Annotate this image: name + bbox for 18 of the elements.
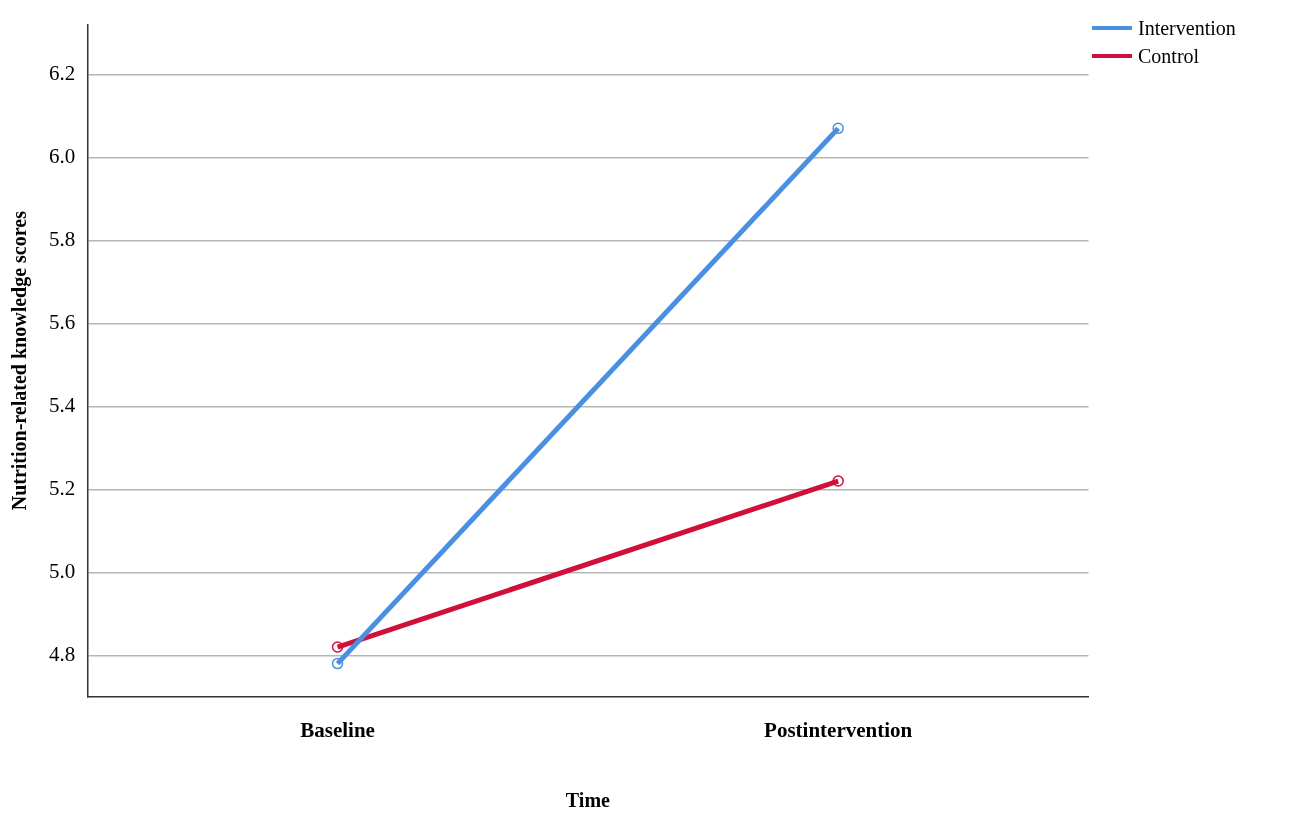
point bbox=[832, 122, 844, 135]
legend-label: Control bbox=[1138, 44, 1200, 68]
point bbox=[832, 475, 844, 487]
legend-label: Intervention bbox=[1138, 16, 1236, 40]
y-axis-title: Nutrition-related knowledge scores bbox=[8, 210, 32, 511]
y-tick-label: 6.0 bbox=[49, 143, 76, 168]
y-tick-label: 5.0 bbox=[49, 558, 76, 583]
y-tick-label: 4.8 bbox=[49, 641, 76, 666]
y-tick-label: 5.8 bbox=[49, 226, 76, 251]
y-tick-label: 5.6 bbox=[49, 309, 76, 334]
x-tick-label: Baseline bbox=[300, 717, 375, 742]
y-tick-label: 5.2 bbox=[49, 475, 76, 500]
point bbox=[331, 657, 344, 670]
y-tick-label: 5.4 bbox=[49, 392, 76, 417]
x-tick-label: Postintervention bbox=[764, 717, 913, 742]
x-axis-title: Time bbox=[565, 789, 611, 812]
y-tick-label: 6.2 bbox=[49, 60, 76, 85]
point bbox=[331, 641, 344, 653]
